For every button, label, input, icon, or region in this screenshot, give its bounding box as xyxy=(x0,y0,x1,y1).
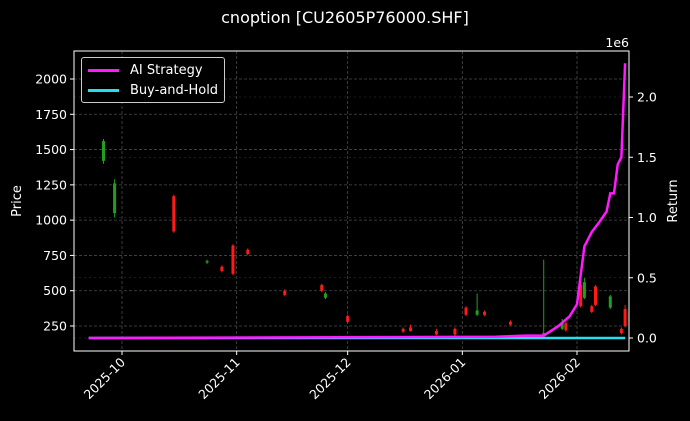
legend-item-buy-and-hold: Buy-and-Hold xyxy=(88,81,218,99)
svg-text:1.5: 1.5 xyxy=(637,150,657,165)
svg-text:2026-02: 2026-02 xyxy=(536,355,584,403)
legend-label-buy-and-hold: Buy-and-Hold xyxy=(130,82,219,98)
legend-label-ai-strategy: AI Strategy xyxy=(130,62,203,78)
svg-text:1.0: 1.0 xyxy=(637,210,657,225)
svg-text:1750: 1750 xyxy=(35,107,67,122)
svg-text:2026-01: 2026-01 xyxy=(421,355,469,403)
svg-text:0.0: 0.0 xyxy=(637,331,657,346)
legend-swatch-buy-and-hold xyxy=(88,88,119,92)
svg-text:750: 750 xyxy=(43,248,67,263)
chart-title: cnoption [CU2605P76000.SHF] xyxy=(221,8,469,27)
legend-swatch-ai-strategy xyxy=(88,68,119,72)
svg-text:Return: Return xyxy=(666,179,681,222)
svg-text:2025-11: 2025-11 xyxy=(195,355,243,403)
svg-text:250: 250 xyxy=(43,319,67,334)
svg-text:1250: 1250 xyxy=(35,177,67,192)
svg-text:2.0: 2.0 xyxy=(637,90,657,105)
svg-text:Price: Price xyxy=(10,185,25,217)
legend: AI Strategy Buy-and-Hold xyxy=(81,57,225,103)
svg-text:500: 500 xyxy=(43,283,67,298)
svg-text:1000: 1000 xyxy=(35,213,67,228)
svg-text:2025-12: 2025-12 xyxy=(306,355,354,403)
svg-text:2000: 2000 xyxy=(35,72,67,87)
legend-item-ai-strategy: AI Strategy xyxy=(88,61,203,79)
svg-text:1500: 1500 xyxy=(35,142,67,157)
svg-text:0.5: 0.5 xyxy=(637,270,657,285)
svg-text:1e6: 1e6 xyxy=(605,35,629,50)
svg-text:2025-10: 2025-10 xyxy=(81,354,129,402)
